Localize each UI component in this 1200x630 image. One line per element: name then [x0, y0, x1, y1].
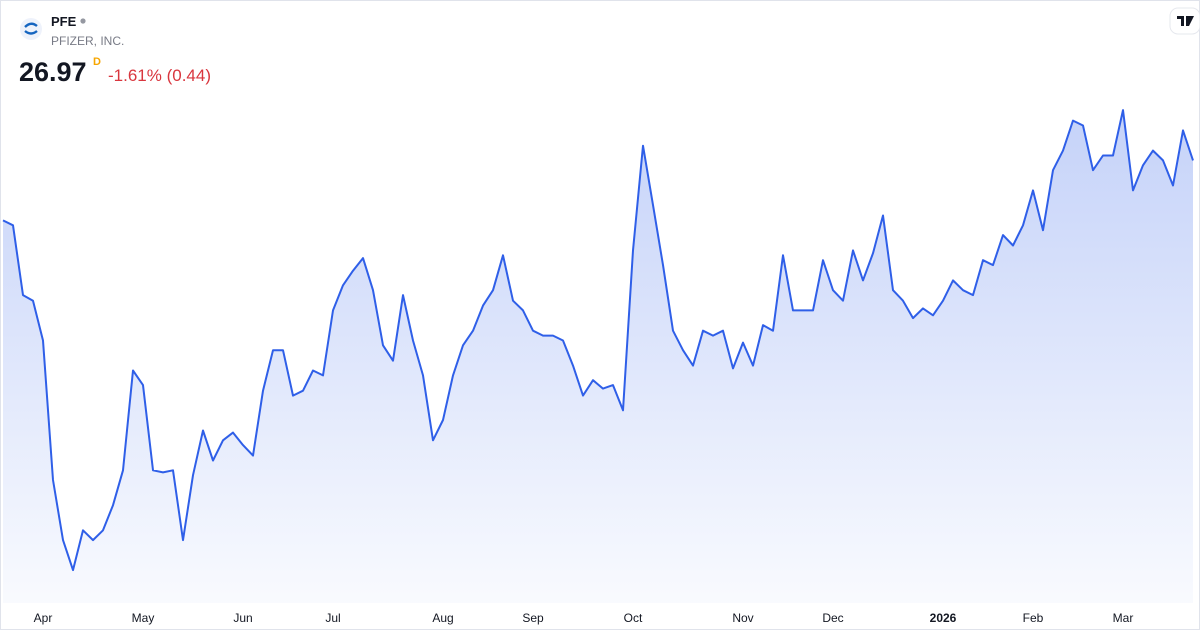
- company-name: PFIZER, INC.: [51, 34, 124, 48]
- brand-logo[interactable]: [1169, 7, 1200, 35]
- x-tick-label: Sep: [522, 611, 544, 625]
- x-tick-label: Oct: [624, 611, 643, 625]
- x-tick-label: Jun: [233, 611, 252, 625]
- price-line: [2, 109, 1194, 572]
- x-tick-label: May: [132, 611, 155, 625]
- x-tick-label: 2026: [930, 611, 957, 625]
- plot-area: [2, 109, 1194, 603]
- x-tick-label: Mar: [1113, 611, 1134, 625]
- interval: D: [93, 56, 101, 68]
- price-change: -1.61% (0.44): [108, 66, 211, 85]
- x-tick-label: Dec: [822, 611, 843, 625]
- x-tick-label: Apr: [34, 611, 53, 625]
- status-dot: [80, 18, 86, 24]
- x-tick-label: Nov: [732, 611, 753, 625]
- x-tick-label: Feb: [1023, 611, 1044, 625]
- x-tick-label: Jul: [325, 611, 340, 625]
- symbol-logo: [20, 18, 42, 40]
- x-tick-label: Aug: [432, 611, 453, 625]
- symbol: PFE: [51, 14, 77, 29]
- area-fill: [3, 110, 1193, 603]
- last-price: 26.97: [19, 57, 87, 87]
